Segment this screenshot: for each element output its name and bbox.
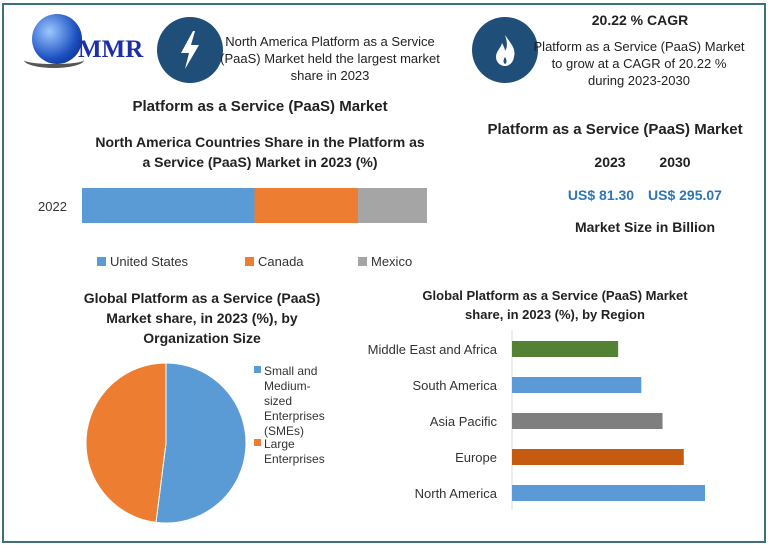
category-label: Europe <box>455 450 497 465</box>
bar-segment-mexico <box>358 188 427 223</box>
legend-label: Mexico <box>371 254 412 269</box>
mmr-logo: MMR <box>24 12 149 72</box>
category-label: 2022 <box>38 199 67 214</box>
fact-north-america: North America Platform as a Service (Paa… <box>220 34 440 83</box>
category-label: South America <box>412 378 497 393</box>
category-label: Asia Pacific <box>430 414 498 429</box>
frame-border <box>2 3 766 543</box>
year-2023: 2023 <box>594 154 626 170</box>
pie-slice <box>155 362 247 524</box>
org-size-title: Global Platform as a Service (PaaS) Mark… <box>83 290 321 346</box>
logo-text: MMR <box>78 36 144 63</box>
legend-swatch <box>97 257 106 266</box>
bar-middle-east-and-africa <box>512 341 619 357</box>
country-share-title: North America Countries Share in the Pla… <box>95 134 425 170</box>
legend-swatch <box>358 257 367 266</box>
lightning-icon <box>157 17 223 83</box>
flame-icon <box>472 17 538 83</box>
region-share-title: Global Platform as a Service (PaaS) Mark… <box>422 288 688 322</box>
region-share-chart: Middle East and Africa South America Asia … <box>368 330 705 510</box>
bar-segment-united-states <box>82 188 255 223</box>
org-size-pie-chart: Small and Medium-sized Enterprises (SMEs)La… <box>85 362 325 524</box>
country-share-chart: 2022 United States Canada Mexico <box>38 188 427 269</box>
legend-label: Canada <box>258 254 304 269</box>
legend-swatch <box>254 439 261 446</box>
bar-south-america <box>512 377 642 393</box>
value-2030: US$ 295.07 <box>648 187 722 203</box>
pie-slice <box>85 362 167 523</box>
bar-segment-canada <box>254 188 358 223</box>
legend-swatch <box>245 257 254 266</box>
cagr-title: 20.22 % CAGR <box>591 12 689 28</box>
market-title: Platform as a Service (PaaS) Market <box>487 121 743 138</box>
category-label: Middle East and Africa <box>368 342 498 357</box>
bar-asia-pacific <box>512 413 663 429</box>
legend-label: United States <box>110 254 189 269</box>
bar-north-america <box>512 485 705 501</box>
year-2030: 2030 <box>659 154 691 170</box>
main-title: Platform as a Service (PaaS) Market <box>132 98 388 115</box>
legend-swatch <box>254 366 261 373</box>
cagr-description: Platform as a Service (PaaS) Market to g… <box>533 39 745 88</box>
bar-europe <box>512 449 684 465</box>
category-label: North America <box>415 486 498 501</box>
logo-swoosh <box>24 52 84 68</box>
market-size-caption: Market Size in Billion <box>574 219 716 235</box>
value-2023: US$ 81.30 <box>567 187 635 203</box>
legend-label: Small and Medium-sized Enterprises (SMEs) <box>264 364 325 438</box>
legend-label: Large Enterprises <box>264 437 325 466</box>
